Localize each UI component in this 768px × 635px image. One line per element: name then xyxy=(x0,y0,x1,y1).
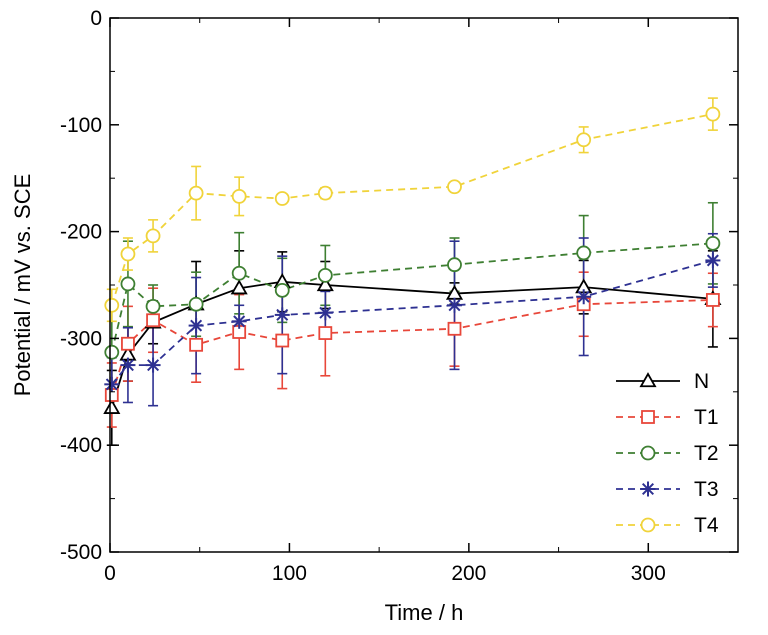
data-point-T3-8 xyxy=(576,289,592,305)
legend-entry-N: N xyxy=(616,370,709,393)
data-point-T2-8 xyxy=(576,245,592,261)
legend-label: T3 xyxy=(694,478,719,501)
legend-entry-T4: T4 xyxy=(616,514,719,537)
data-point-T3-6 xyxy=(317,305,333,321)
data-point-T4-7 xyxy=(447,179,462,195)
data-point-T3-0-stroke xyxy=(105,378,118,391)
legend-entry-T2: T2 xyxy=(616,442,719,465)
data-point-T3-7-stroke xyxy=(448,299,461,312)
data-point-T3-5-stroke xyxy=(276,308,289,321)
legend-marker xyxy=(640,481,656,497)
data-point-T3-9 xyxy=(705,252,721,268)
legend-label: N xyxy=(694,370,709,393)
legend-marker xyxy=(640,517,656,533)
series-line-T3 xyxy=(111,259,714,385)
legend-label: T2 xyxy=(694,442,719,465)
data-point-T2-6 xyxy=(317,267,333,283)
data-point-T3-3-stroke xyxy=(190,319,203,332)
legend: N T1 T2 T3 T4 xyxy=(616,370,719,537)
legend-label: T1 xyxy=(694,406,719,429)
data-point-T2-5 xyxy=(274,282,290,298)
data-point-T3-2-stroke xyxy=(147,359,160,372)
error-bars-layer xyxy=(106,97,718,447)
data-point-T3-5 xyxy=(274,307,290,323)
data-point-T2-4 xyxy=(231,265,247,281)
data-point-T3-9-stroke xyxy=(706,254,719,267)
legend-label: T4 xyxy=(694,514,719,537)
data-point-T4-8 xyxy=(576,132,592,148)
y-tick-label-3: -300 xyxy=(60,327,102,350)
x-tick-label-1: 100 xyxy=(272,562,307,585)
legend-marker xyxy=(641,410,655,424)
y-axis-label: Potential / mV vs. SCE xyxy=(10,174,35,397)
x-tick-label-3: 300 xyxy=(631,562,666,585)
plot-frame xyxy=(109,17,739,553)
data-point-T1-3 xyxy=(189,337,204,352)
data-point-T4-3 xyxy=(188,185,204,201)
y-tick-label-0: 0 xyxy=(90,7,102,30)
data-point-T1-1 xyxy=(121,336,135,351)
legend-entry-T1: T1 xyxy=(616,406,719,429)
data-point-T3-4 xyxy=(231,313,247,329)
y-tick-label-4: -400 xyxy=(60,434,102,457)
y-tick-label-1: -100 xyxy=(60,114,102,137)
data-point-T4-9 xyxy=(705,106,721,122)
legend-marker xyxy=(639,372,657,388)
data-point-T3-1-stroke xyxy=(121,359,134,372)
series-lines-layer xyxy=(110,113,714,409)
data-point-T1-6 xyxy=(318,326,333,340)
data-point-T4-4 xyxy=(231,188,247,204)
y-tick-label-2: -200 xyxy=(60,221,102,244)
data-point-T3-7 xyxy=(447,297,463,313)
x-tick-label-2: 200 xyxy=(451,562,486,585)
data-point-T1-2 xyxy=(146,313,160,328)
data-point-T1-5 xyxy=(275,333,290,348)
data-point-T1-9 xyxy=(705,293,720,307)
data-point-T3-0 xyxy=(104,376,120,392)
data-point-T3-2 xyxy=(145,357,161,373)
series-line-T4 xyxy=(110,113,714,306)
data-point-T2-3 xyxy=(188,296,204,312)
data-point-T4-2 xyxy=(145,228,161,244)
data-point-T4-1 xyxy=(120,246,136,262)
data-point-N-6 xyxy=(316,276,334,292)
data-point-T4-0 xyxy=(104,297,120,313)
data-point-T1-7 xyxy=(447,321,462,336)
data-point-T3-3 xyxy=(188,318,204,334)
markers-layer xyxy=(103,106,722,414)
data-point-N-0 xyxy=(103,399,121,414)
data-point-T4-5 xyxy=(274,191,290,206)
data-point-T2-7 xyxy=(447,257,462,273)
data-point-T3-8-stroke xyxy=(577,290,590,303)
x-axis-label: Time / h xyxy=(385,600,464,625)
data-point-T3-4-stroke xyxy=(233,315,246,328)
data-point-N-4 xyxy=(230,279,248,295)
series-line-N xyxy=(110,280,713,409)
data-point-T2-2 xyxy=(145,298,161,314)
legend-entry-T3: T3 xyxy=(616,478,719,501)
data-point-T3-1 xyxy=(120,357,136,373)
legend-marker xyxy=(640,445,656,461)
x-tick-label-0: 0 xyxy=(104,562,116,585)
data-point-T2-9 xyxy=(705,235,721,251)
data-point-T2-0 xyxy=(104,344,120,360)
data-point-T2-1 xyxy=(120,276,136,292)
series-line-T2 xyxy=(110,242,713,353)
y-tick-label-5: -500 xyxy=(60,541,102,564)
series-line-T1 xyxy=(110,299,713,396)
data-point-T4-6 xyxy=(317,185,333,201)
data-point-T3-6-stroke xyxy=(319,306,332,319)
legend-marker-stroke xyxy=(641,482,655,496)
